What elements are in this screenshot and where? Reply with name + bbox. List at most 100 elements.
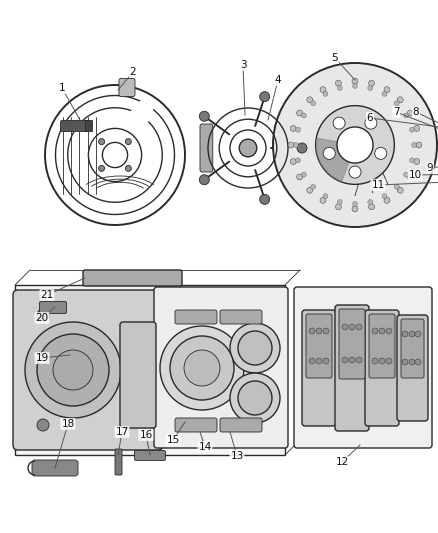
Circle shape [402, 359, 408, 365]
FancyBboxPatch shape [13, 290, 163, 450]
FancyBboxPatch shape [306, 314, 332, 378]
Text: 15: 15 [166, 435, 180, 445]
Circle shape [349, 166, 361, 178]
Circle shape [239, 139, 257, 157]
Circle shape [37, 334, 109, 406]
Circle shape [368, 199, 373, 205]
Text: 18: 18 [61, 419, 74, 429]
Circle shape [301, 172, 306, 177]
Circle shape [260, 195, 270, 204]
Circle shape [37, 309, 49, 321]
Circle shape [309, 328, 315, 334]
Circle shape [368, 80, 374, 86]
Circle shape [356, 324, 362, 330]
Circle shape [307, 187, 313, 193]
Circle shape [372, 328, 378, 334]
Circle shape [415, 331, 421, 337]
Circle shape [309, 358, 315, 364]
Circle shape [297, 110, 303, 116]
FancyBboxPatch shape [175, 418, 217, 432]
FancyBboxPatch shape [32, 460, 78, 476]
Circle shape [386, 358, 392, 364]
FancyBboxPatch shape [302, 310, 336, 426]
Circle shape [301, 113, 306, 118]
Circle shape [379, 358, 385, 364]
Circle shape [290, 125, 296, 132]
Circle shape [293, 142, 298, 148]
Text: 8: 8 [413, 107, 419, 117]
Text: 21: 21 [40, 290, 53, 300]
Text: 4: 4 [275, 75, 281, 85]
FancyBboxPatch shape [335, 305, 369, 431]
Text: 9: 9 [427, 163, 433, 173]
Circle shape [320, 86, 326, 93]
Circle shape [290, 158, 296, 165]
Circle shape [368, 204, 374, 210]
Circle shape [288, 142, 294, 148]
Circle shape [375, 147, 387, 159]
Circle shape [415, 359, 421, 365]
FancyBboxPatch shape [85, 120, 92, 132]
Circle shape [323, 328, 329, 334]
Circle shape [230, 323, 280, 373]
FancyBboxPatch shape [365, 310, 399, 426]
Circle shape [25, 322, 121, 418]
Circle shape [311, 184, 316, 189]
Text: 10: 10 [409, 170, 421, 180]
Circle shape [323, 358, 329, 364]
Circle shape [316, 328, 322, 334]
FancyBboxPatch shape [200, 124, 213, 172]
Text: 17: 17 [115, 427, 129, 437]
Circle shape [99, 165, 105, 172]
Circle shape [297, 174, 303, 180]
FancyBboxPatch shape [397, 315, 428, 421]
Circle shape [184, 350, 220, 386]
Text: 13: 13 [230, 451, 244, 461]
Circle shape [238, 381, 272, 415]
FancyBboxPatch shape [119, 78, 135, 96]
Circle shape [397, 187, 403, 193]
Circle shape [352, 206, 358, 212]
Circle shape [199, 111, 209, 122]
Text: 3: 3 [240, 60, 246, 70]
Circle shape [353, 84, 357, 88]
Circle shape [323, 91, 328, 96]
Circle shape [414, 125, 420, 132]
FancyBboxPatch shape [60, 120, 89, 132]
Circle shape [349, 357, 355, 363]
Circle shape [410, 127, 414, 132]
Circle shape [372, 358, 378, 364]
Text: 5: 5 [332, 53, 338, 63]
Circle shape [384, 197, 390, 204]
Circle shape [416, 142, 422, 148]
Circle shape [356, 357, 362, 363]
Circle shape [336, 204, 342, 210]
Circle shape [316, 106, 394, 184]
Circle shape [397, 97, 403, 103]
Circle shape [307, 97, 313, 103]
Circle shape [260, 92, 270, 102]
Text: 2: 2 [130, 67, 136, 77]
Circle shape [394, 101, 399, 106]
Circle shape [323, 193, 328, 199]
Text: 1: 1 [59, 83, 65, 93]
FancyBboxPatch shape [220, 310, 262, 324]
FancyBboxPatch shape [134, 450, 166, 461]
Circle shape [386, 328, 392, 334]
Circle shape [297, 143, 307, 153]
Circle shape [342, 324, 348, 330]
Circle shape [407, 110, 413, 116]
Circle shape [352, 78, 358, 84]
Text: 6: 6 [367, 113, 373, 123]
Circle shape [336, 80, 342, 86]
Circle shape [230, 373, 280, 423]
Circle shape [238, 331, 272, 365]
Text: 20: 20 [35, 313, 49, 323]
Circle shape [37, 419, 49, 431]
FancyBboxPatch shape [120, 322, 156, 428]
Circle shape [382, 193, 387, 199]
Circle shape [316, 358, 322, 364]
Circle shape [125, 165, 131, 172]
Polygon shape [15, 285, 285, 455]
Circle shape [99, 139, 105, 144]
